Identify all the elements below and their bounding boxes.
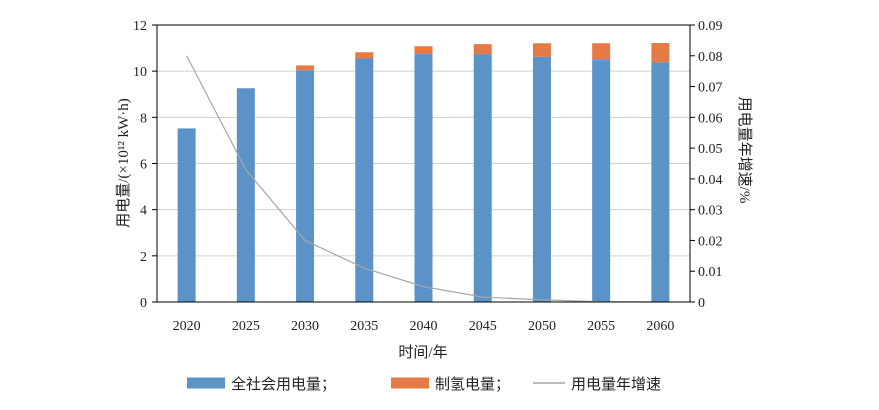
x-tick-label: 2040 [410,319,438,334]
bar-hydrogen-electricity [355,52,374,59]
bar-total-electricity [592,60,611,302]
x-tick-label: 2050 [528,319,556,334]
y2-axis-label: 用电量年增速/% [736,97,753,204]
growth-rate-line [186,55,661,303]
y2-tick-label: 0.06 [698,111,723,126]
x-tick-label: 2020 [173,319,201,334]
legend-label: 制氢电量； [435,376,510,393]
legend-label: 用电量年增速 [571,376,661,393]
growth-line [186,55,661,303]
x-tick-label: 2030 [291,319,319,334]
x-tick-label: 2055 [587,319,615,334]
y-tick-label: 8 [140,111,147,126]
bar-total-electricity [473,54,492,303]
bar-hydrogen-electricity [473,44,492,55]
legend-label: 全社会用电量； [231,375,336,393]
bar-total-electricity [414,54,433,303]
bar-hydrogen-electricity [296,65,315,71]
legend-swatch [187,377,225,389]
y-tick-label: 2 [140,250,147,265]
y-tick-label: 12 [133,19,147,34]
y-tick-label: 10 [133,65,147,80]
bar-total-electricity [651,62,670,302]
y2-tick-label: 0.08 [698,50,723,65]
y-tick-label: 6 [140,158,147,173]
y2-tick-label: 0 [698,296,705,311]
bars [177,43,670,303]
y2-tick-label: 0.02 [698,234,723,249]
bar-total-electricity [177,128,196,302]
bar-hydrogen-electricity [532,43,551,57]
bar-total-electricity [355,58,374,303]
y2-tick-label: 0.03 [698,204,723,219]
bar-hydrogen-electricity [592,43,611,61]
bar-total-electricity [236,88,255,302]
x-tick-label: 2025 [232,319,260,334]
y2-tick-label: 0.04 [698,173,723,188]
y2-tick-label: 0.01 [698,265,723,280]
y2-ticks: 0 0.01 0.02 0.03 0.04 0.05 0.06 0.07 0.08 0.09 [690,19,723,311]
x-ticks: 2020 2025 2030 2035 2040 2045 2050 2055 2060 [173,319,675,334]
x-axis-label: 时间/年 [398,344,447,361]
x-tick-label: 2045 [469,319,497,334]
y-tick-label: 0 [140,296,147,311]
legend-swatch [533,382,565,384]
y-ticks: 0 2 4 6 8 10 12 [133,19,157,311]
y2-tick-label: 0.05 [698,142,723,157]
x-tick-label: 2060 [646,319,674,334]
legend: 全社会用电量； 制氢电量； 用电量年增速 [187,375,661,393]
y-axis-label: 用电量/(×10¹² kW·h) [115,98,132,228]
y2-tick-label: 0.09 [698,19,723,34]
legend-swatch [391,377,429,389]
bar-total-electricity [296,70,315,302]
x-tick-label: 2035 [350,319,378,334]
y2-tick-label: 0.07 [698,81,723,96]
bar-hydrogen-electricity [414,46,433,55]
y-tick-label: 4 [140,204,147,219]
bar-hydrogen-electricity [651,43,670,63]
bar-total-electricity [532,56,551,303]
